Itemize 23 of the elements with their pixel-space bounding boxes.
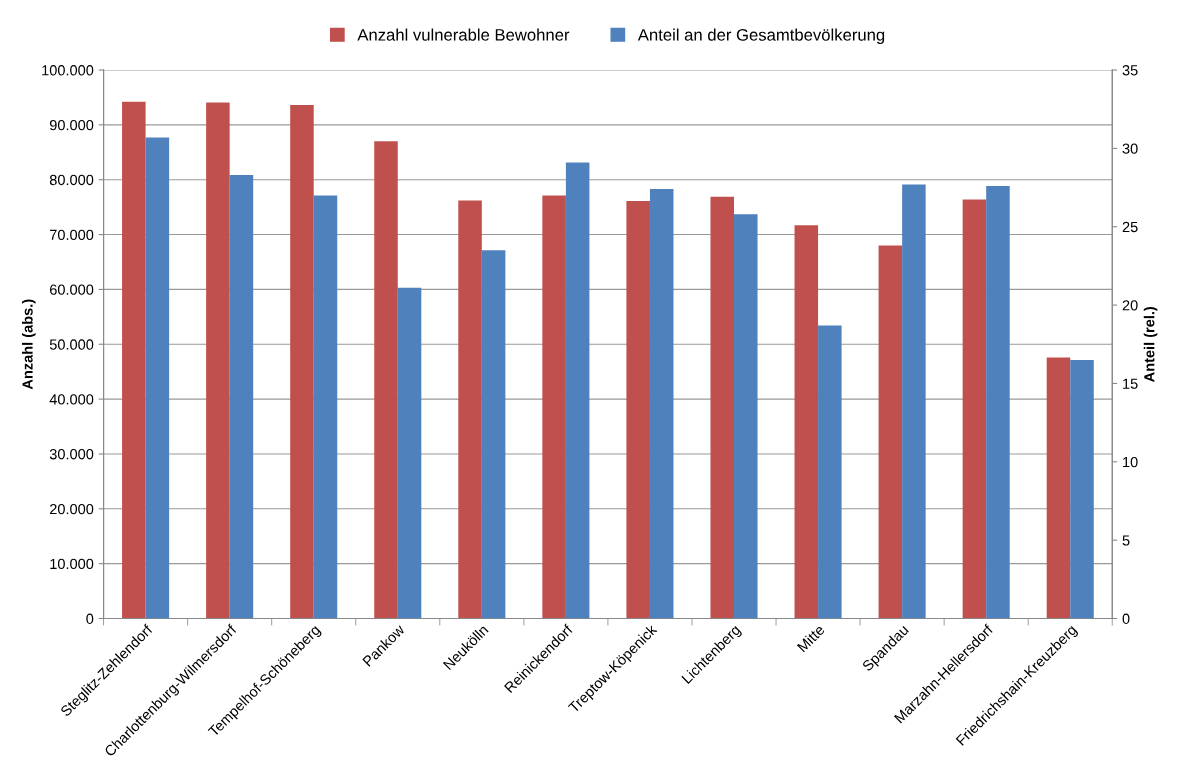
y-tick-label: 0 [86, 613, 94, 624]
y-tick-label: 40.000 [49, 394, 94, 405]
y-tick-label: 90.000 [49, 119, 94, 131]
y-tick-label: 10.000 [50, 558, 94, 570]
y-tick-label: 80.000 [49, 174, 94, 186]
y2-tick-label: 15 [1123, 378, 1138, 389]
y2-tick-label: 35 [1122, 65, 1138, 76]
y-tick-label: 70.000 [50, 229, 94, 240]
y2-tick-label: 25 [1122, 221, 1138, 233]
y-tick-label: 20.000 [49, 503, 94, 515]
legend-label: Anteil an der Gesamtbevölkerung [637, 28, 885, 45]
y2-tick-label: 10 [1123, 456, 1138, 468]
y2-tick-label: 20 [1122, 300, 1138, 311]
y2-tick-label: 5 [1122, 535, 1130, 546]
y2-tick-label: 0 [1122, 613, 1130, 624]
y2-tick-label: 30 [1122, 143, 1138, 154]
y-tick-label: 30.000 [49, 449, 94, 460]
y-tick-label: 60.000 [49, 284, 94, 295]
y-tick-label: 100.000 [42, 65, 94, 76]
legend-label: Anzahl vulnerable Bewohner [357, 28, 570, 41]
y-tick-label: 50.000 [49, 339, 94, 350]
y2-axis-title: Anteil (rel.) [1143, 306, 1158, 382]
y-axis-title: Anzahl (abs.) [21, 299, 36, 390]
